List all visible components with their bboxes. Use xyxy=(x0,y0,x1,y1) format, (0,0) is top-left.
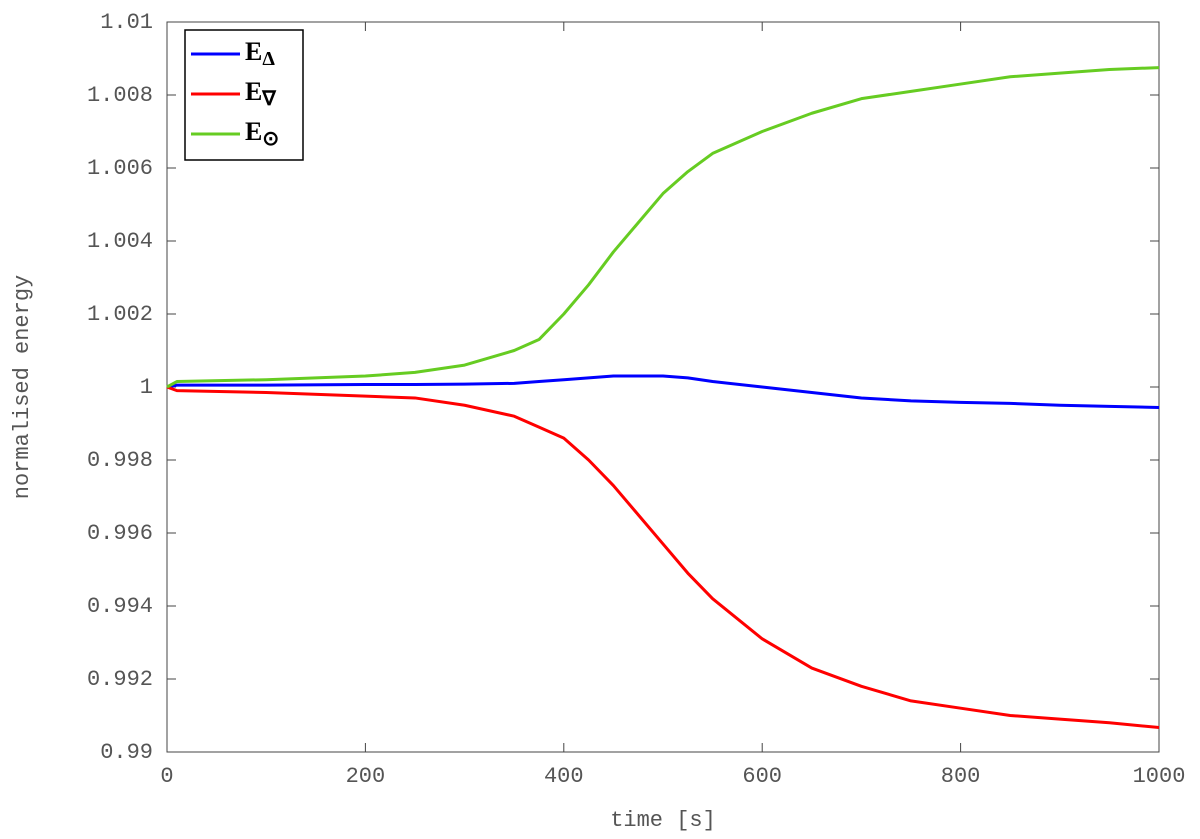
x-tick-label: 0 xyxy=(160,764,173,789)
legend-label: E⊙ xyxy=(245,117,279,150)
y-tick-label: 1.006 xyxy=(87,156,153,181)
y-tick-label: 1.01 xyxy=(100,10,153,35)
y-tick-label: 1.008 xyxy=(87,83,153,108)
y-tick-label: 0.99 xyxy=(100,740,153,765)
y-tick-label: 0.992 xyxy=(87,667,153,692)
x-tick-label: 800 xyxy=(941,764,981,789)
y-tick-label: 0.998 xyxy=(87,448,153,473)
x-axis-label: time [s] xyxy=(610,808,716,833)
y-tick-label: 1.002 xyxy=(87,302,153,327)
y-tick-label: 1.004 xyxy=(87,229,153,254)
x-tick-label: 400 xyxy=(544,764,584,789)
legend-label: E∇ xyxy=(245,77,276,110)
x-tick-label: 600 xyxy=(742,764,782,789)
y-tick-label: 1 xyxy=(140,375,153,400)
series-line xyxy=(166,66,1160,389)
series-line xyxy=(166,374,1160,409)
y-axis-label: normalised energy xyxy=(10,275,35,499)
series-line xyxy=(166,385,1160,730)
y-tick-label: 0.994 xyxy=(87,594,153,619)
y-tick-label: 0.996 xyxy=(87,521,153,546)
x-tick-label: 200 xyxy=(346,764,386,789)
plot-frame xyxy=(166,21,1160,753)
x-tick-label: 1000 xyxy=(1133,764,1186,789)
legend-label: EΔ xyxy=(245,37,275,70)
